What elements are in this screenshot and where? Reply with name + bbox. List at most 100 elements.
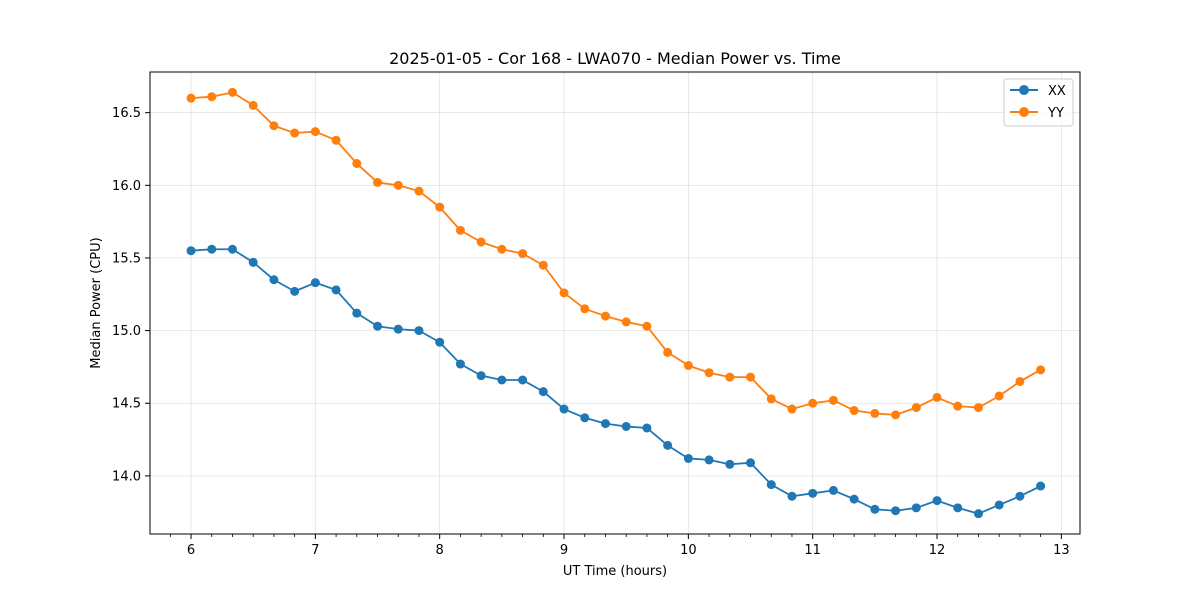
x-tick-label: 13 (1053, 543, 1070, 558)
y-tick-label: 16.5 (112, 106, 141, 121)
series-xx-point (642, 423, 652, 433)
series-xx-point (725, 459, 735, 469)
series-xx-point (310, 278, 320, 288)
series-yy-point (269, 121, 279, 131)
series-yy-point (642, 321, 652, 331)
y-tick-label: 16.0 (112, 179, 141, 194)
series-xx-point (497, 375, 507, 385)
series-yy-point (373, 177, 383, 187)
chart-title: 2025-01-05 - Cor 168 - LWA070 - Median P… (389, 49, 841, 68)
series-xx-point (746, 458, 756, 468)
series-yy-point (455, 225, 465, 235)
series-yy-point (414, 186, 424, 196)
y-tick-label: 14.0 (112, 469, 141, 484)
series-yy-point (891, 410, 901, 420)
series-xx-point (621, 421, 631, 431)
series-xx-point (870, 504, 880, 514)
x-tick-label: 10 (680, 543, 697, 558)
x-tick-label: 12 (929, 543, 946, 558)
series-yy-point (994, 391, 1004, 401)
series-xx-point (269, 275, 279, 285)
series-xx-point (248, 257, 258, 267)
series-yy-point (518, 249, 528, 259)
series-xx-point (1036, 481, 1046, 491)
series-xx-point (849, 494, 859, 504)
legend-xx-marker (1019, 85, 1029, 95)
series-xx-point (455, 359, 465, 369)
series-yy-point (497, 244, 507, 254)
series-xx-point (373, 321, 383, 331)
series-yy-point (787, 404, 797, 414)
series-yy-point (186, 93, 196, 103)
x-tick-label: 9 (560, 543, 568, 558)
legend-yy-label: YY (1047, 106, 1064, 121)
series-yy-point (932, 392, 942, 402)
series-xx-point (186, 246, 196, 256)
x-tick-label: 7 (311, 543, 319, 558)
series-yy-point (600, 311, 610, 321)
series-yy-point (953, 401, 963, 411)
series-xx-point (766, 480, 776, 490)
x-axis-label: UT Time (hours) (563, 564, 667, 579)
series-xx-point (663, 440, 673, 450)
series-xx-point (559, 404, 569, 414)
axis-ticks: 6 7 8 9 10 11 12 13 14.0 14.5 15.0 15.5 16.0 16.5 (112, 106, 1070, 558)
series-yy-point (725, 372, 735, 382)
y-tick-label: 14.5 (112, 397, 141, 412)
y-tick-label: 15.5 (112, 251, 141, 266)
series-yy-point (911, 403, 921, 413)
series-yy-point (227, 87, 237, 97)
y-tick-label: 15.0 (112, 324, 141, 339)
series-xx-point (1015, 491, 1025, 501)
series-xx-point (891, 506, 901, 516)
x-tick-label: 6 (187, 543, 195, 558)
series-xx-point (290, 286, 300, 296)
series-yy-point (663, 347, 673, 357)
series-xx-point (580, 413, 590, 423)
series-xx-point (973, 509, 983, 519)
series-yy-point (973, 403, 983, 413)
series-yy-point (746, 372, 756, 382)
series-xx-point (352, 308, 362, 318)
series-yy-point (1015, 376, 1025, 386)
plot-frame (149, 71, 1081, 535)
series-xx-point (414, 326, 424, 336)
series-yy-point (248, 100, 258, 110)
series-xx-point (600, 419, 610, 429)
series-yy-point (580, 304, 590, 314)
series-yy-point (310, 127, 320, 137)
series-yy-point (849, 406, 859, 416)
series-xx-point (911, 503, 921, 513)
legend-yy-marker (1019, 107, 1029, 117)
series-xx-point (227, 244, 237, 254)
series-xx-point (932, 496, 942, 506)
series-yy-point (870, 408, 880, 418)
series-xx-point (994, 500, 1004, 510)
legend: XX YY (1003, 78, 1074, 127)
series-xx-point (538, 387, 548, 397)
series-yy-point (559, 288, 569, 298)
series-xx-point (704, 455, 714, 465)
series-yy-point (435, 202, 445, 212)
x-tick-label: 11 (804, 543, 821, 558)
plot-series (186, 87, 1046, 519)
series-yy-point (808, 398, 818, 408)
series-xx-point (808, 488, 818, 498)
series-yy-point (393, 180, 403, 190)
series-yy-point (704, 368, 714, 378)
series-yy-point (621, 317, 631, 327)
series-yy-point (352, 159, 362, 169)
series-xx-point (828, 485, 838, 495)
series-yy-point (290, 128, 300, 138)
series-xx-point (953, 503, 963, 513)
series-xx-point (787, 491, 797, 501)
series-yy-point (828, 395, 838, 405)
x-tick-label: 8 (436, 543, 444, 558)
legend-xx-label: XX (1048, 84, 1066, 99)
series-yy-point (476, 237, 486, 247)
series-xx-point (518, 375, 528, 385)
series-yy-point (538, 260, 548, 270)
series-xx-point (331, 285, 341, 295)
